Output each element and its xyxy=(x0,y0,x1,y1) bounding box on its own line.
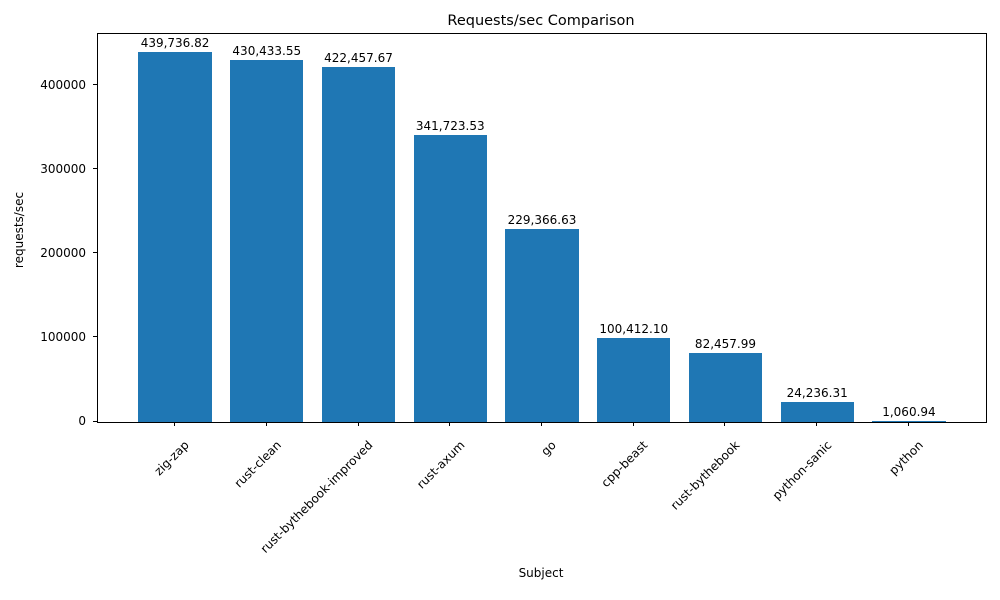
y-tick-mark xyxy=(93,252,97,254)
bar-value-label: 82,457.99 xyxy=(694,336,757,351)
x-tick-mark xyxy=(816,422,818,426)
y-tick-label: 0 xyxy=(78,414,86,428)
y-tick-mark xyxy=(93,336,97,338)
y-tick-mark xyxy=(93,420,97,422)
x-tick-label: python xyxy=(886,438,926,478)
bar-value-label: 24,236.31 xyxy=(786,385,848,400)
bar xyxy=(780,401,854,422)
bar xyxy=(138,52,212,422)
bar xyxy=(872,421,946,422)
x-tick-mark xyxy=(907,422,909,426)
bar-value-label: 100,412.10 xyxy=(599,321,669,336)
y-axis-label: requests/sec xyxy=(12,191,26,269)
x-tick-label: python-sanic xyxy=(769,438,835,503)
x-tick-label: rust-bythebook xyxy=(667,438,743,513)
x-tick-label: go xyxy=(538,438,559,459)
y-tick-label: 300000 xyxy=(40,161,86,176)
x-tick-mark xyxy=(357,422,359,426)
bar-value-label: 430,433.55 xyxy=(232,44,302,59)
bar xyxy=(505,229,579,422)
x-tick-mark xyxy=(632,422,634,426)
x-tick-label: rust-axum xyxy=(413,438,468,492)
y-tick-mark xyxy=(93,168,97,170)
bar-value-label: 422,457.67 xyxy=(324,51,393,65)
bar-value-label: 1,060.94 xyxy=(882,405,936,419)
y-tick-label: 100000 xyxy=(40,329,86,344)
bar-value-label: 439,736.82 xyxy=(140,36,210,51)
bar xyxy=(230,60,304,422)
x-tick-mark xyxy=(449,422,451,426)
x-tick-mark xyxy=(724,422,726,426)
bar-value-label: 229,366.63 xyxy=(507,213,577,228)
x-axis-label: Subject xyxy=(518,566,564,580)
y-tick-label: 400000 xyxy=(40,77,86,92)
x-tick-label: zig-zap xyxy=(151,438,192,479)
x-tick-mark xyxy=(174,422,176,426)
bar xyxy=(597,337,671,422)
bar-value-label: 341,723.53 xyxy=(415,118,485,133)
bar xyxy=(413,134,487,422)
chart-title: Requests/sec Comparison xyxy=(447,13,635,29)
y-tick-label: 200000 xyxy=(40,245,86,260)
x-tick-label: rust-clean xyxy=(231,438,284,491)
plot-area: 439,736.82 430,433.55 422,457.67 341,723.53… xyxy=(97,33,987,423)
y-tick-mark xyxy=(93,84,97,86)
bar xyxy=(688,352,763,422)
x-tick-mark xyxy=(541,422,542,426)
x-tick-label: cpp-beast xyxy=(598,438,651,490)
x-tick-mark xyxy=(265,422,267,426)
bar xyxy=(321,67,396,422)
